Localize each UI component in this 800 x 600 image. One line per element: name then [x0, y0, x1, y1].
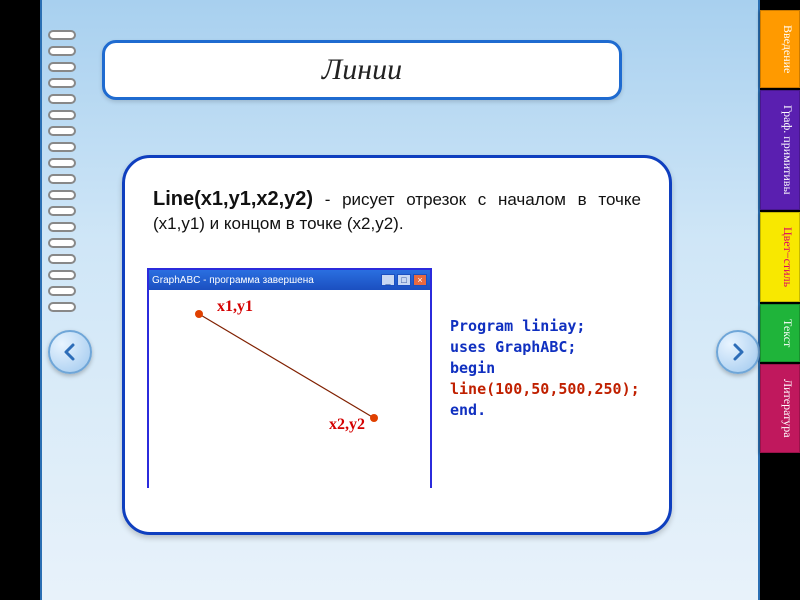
graphabc-window: GraphABC - программа завершена _ □ × x1,… [147, 268, 432, 488]
window-title: GraphABC - программа завершена [152, 275, 314, 286]
code-l3: begin [450, 359, 495, 377]
window-titlebar: GraphABC - программа завершена _ □ × [149, 270, 430, 290]
line-diagram [149, 290, 430, 488]
function-description: Line(x1,y1,x2,y2) - рисует отрезок с нач… [153, 186, 641, 236]
content-card: Line(x1,y1,x2,y2) - рисует отрезок с нач… [122, 155, 672, 535]
point2-label: x2,y2 [329, 416, 365, 434]
spiral-binding [48, 30, 76, 312]
point1-label: x1,y1 [217, 298, 253, 316]
tab-color-style[interactable]: Цвет−стиль [760, 212, 800, 302]
section-tabs: Введение Граф. примитивы Цвет−стиль Текс… [760, 10, 800, 453]
code-l4: line(100,50,500,250); [450, 380, 640, 398]
slide-title-box: Линии [102, 40, 622, 100]
tab-literature[interactable]: Литература [760, 364, 800, 453]
chevron-right-icon [728, 342, 748, 362]
window-buttons: _ □ × [381, 274, 427, 286]
maximize-button[interactable]: □ [397, 274, 411, 286]
tab-text[interactable]: Текст [760, 304, 800, 362]
code-l1: Program liniay; [450, 317, 585, 335]
graphabc-canvas: x1,y1 x2,y2 [149, 290, 430, 488]
minimize-button[interactable]: _ [381, 274, 395, 286]
slide-background: Линии Line(x1,y1,x2,y2) - рисует отрезок… [40, 0, 760, 600]
chevron-left-icon [60, 342, 80, 362]
close-button[interactable]: × [413, 274, 427, 286]
prev-slide-button[interactable] [48, 330, 92, 374]
tab-primitives[interactable]: Граф. примитивы [760, 90, 800, 210]
function-signature: Line(x1,y1,x2,y2) [153, 188, 313, 210]
slide-title: Линии [322, 53, 402, 87]
code-l2: uses GraphABC; [450, 338, 576, 356]
next-slide-button[interactable] [716, 330, 760, 374]
code-sample: Program liniay; uses GraphABC; begin lin… [450, 316, 640, 421]
demo-row: GraphABC - программа завершена _ □ × x1,… [147, 268, 640, 488]
code-l5: end. [450, 401, 486, 419]
tab-intro[interactable]: Введение [760, 10, 800, 88]
